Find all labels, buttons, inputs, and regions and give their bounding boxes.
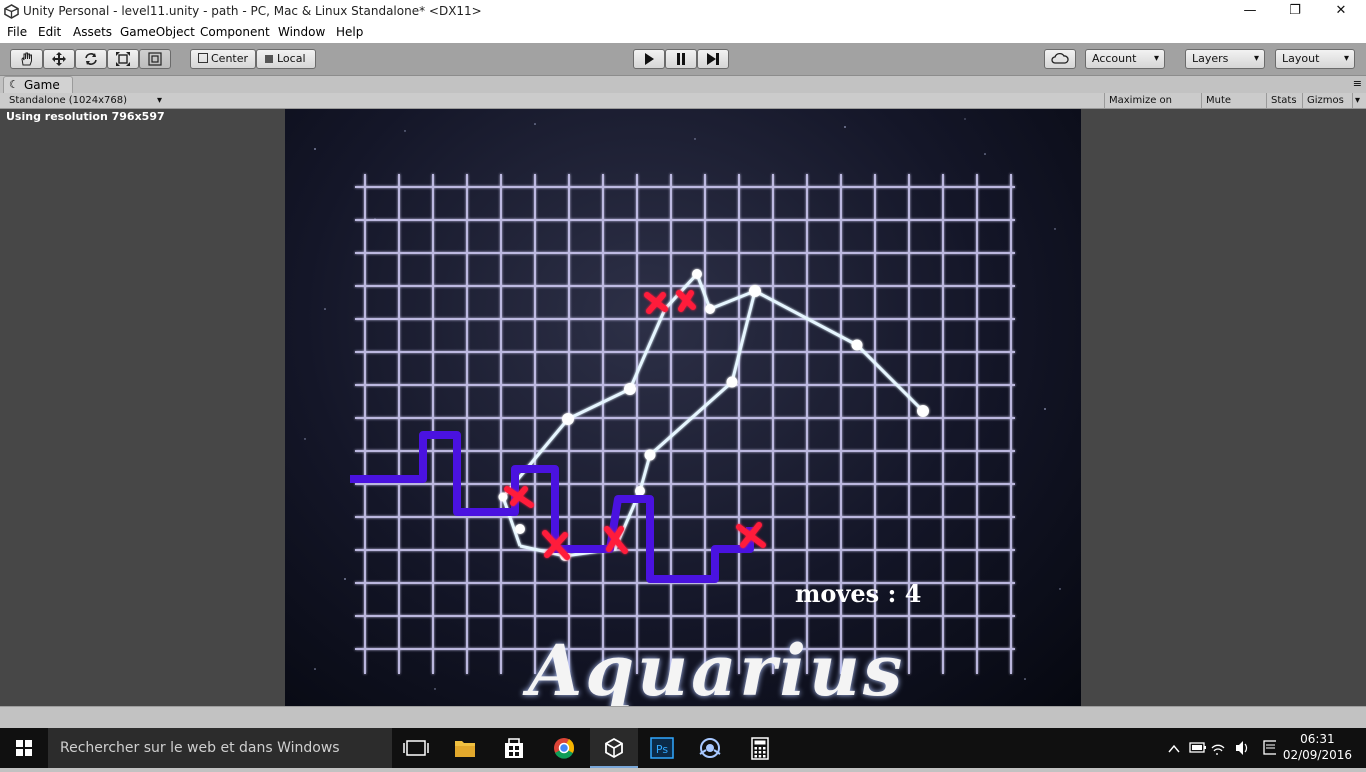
battery-icon — [1189, 742, 1206, 753]
pivot-icon — [198, 53, 208, 63]
player-path — [350, 431, 754, 583]
status-bar — [0, 706, 1366, 729]
space-label: Local — [277, 52, 306, 65]
wifi-icon — [1211, 744, 1225, 755]
move-icon — [52, 52, 66, 66]
start-button[interactable] — [0, 728, 48, 768]
unity-logo-icon — [4, 4, 19, 19]
title-bar: Unity Personal - level11.unity - path - … — [0, 0, 1366, 23]
starfield — [304, 118, 1061, 695]
pause-icon — [677, 53, 685, 65]
window-title: Unity Personal - level11.unity - path - … — [23, 4, 482, 18]
toolbar: Center Local Account Layers Layout — [0, 43, 1366, 76]
menu-file[interactable]: File — [7, 25, 28, 39]
cloud-icon — [1051, 52, 1069, 64]
chrome-icon[interactable] — [540, 728, 588, 768]
menu-gameobject[interactable]: GameObject — [120, 25, 195, 39]
windows-logo-icon — [16, 740, 32, 756]
menu-edit[interactable]: Edit — [38, 25, 62, 39]
stats-toggle[interactable]: Stats — [1266, 93, 1301, 108]
tab-menu-icon[interactable]: ≡ — [1352, 77, 1362, 90]
scale-icon — [116, 52, 130, 66]
clock-time: 06:31 — [1300, 732, 1335, 746]
move-tool-button[interactable] — [43, 49, 75, 69]
pivot-label: Center — [211, 52, 249, 65]
game-tab-label: Game — [24, 78, 60, 92]
windows-taskbar: Rechercher sur le web et dans Windows Ps… — [0, 728, 1366, 768]
svg-text:Ps: Ps — [656, 743, 668, 756]
layout-label: Layout — [1282, 52, 1320, 65]
play-icon — [645, 53, 654, 65]
restore-button[interactable]: ❐ — [1289, 3, 1301, 18]
rect-tool-icon — [148, 52, 162, 66]
menu-bar: File Edit Assets GameObject Component Wi… — [0, 23, 1366, 43]
level-title: Aquarius — [528, 629, 906, 706]
close-button[interactable]: ✕ — [1335, 3, 1347, 18]
rotate-tool-button[interactable] — [75, 49, 107, 69]
hand-tool-button[interactable] — [10, 49, 43, 69]
clock[interactable]: 06:31 02/09/2016 — [1283, 731, 1352, 763]
scale-tool-button[interactable] — [107, 49, 139, 69]
game-screen[interactable]: moves : 4 Aquarius — [285, 109, 1081, 706]
menu-assets[interactable]: Assets — [73, 25, 113, 39]
aspect-label: Standalone (1024x768) — [9, 95, 128, 106]
system-tray — [1166, 728, 1278, 768]
search-placeholder: Rechercher sur le web et dans Windows — [60, 740, 340, 756]
layout-dropdown[interactable]: Layout — [1275, 49, 1355, 69]
cloud-button[interactable] — [1044, 49, 1076, 69]
gizmos-toggle[interactable]: Gizmos — [1302, 93, 1352, 108]
maximize-on-play-toggle[interactable]: Maximize on Play — [1104, 93, 1200, 121]
aspect-dropdown[interactable]: Standalone (1024x768) ▾ — [5, 93, 165, 108]
pivot-center-button[interactable]: Center — [190, 49, 256, 69]
step-button[interactable] — [697, 49, 729, 69]
chevron-up-icon — [1168, 744, 1180, 753]
file-explorer-icon[interactable] — [441, 728, 489, 768]
pause-button[interactable] — [665, 49, 697, 69]
target-markers — [504, 290, 766, 560]
search-box[interactable]: Rechercher sur le web et dans Windows — [48, 728, 392, 768]
game-tab-icon: ☾ — [9, 78, 19, 91]
task-view-icon[interactable] — [392, 728, 440, 768]
notifications-icon — [1263, 740, 1278, 755]
play-button[interactable] — [633, 49, 665, 69]
account-dropdown[interactable]: Account — [1085, 49, 1165, 69]
game-tab-bar: ☾ Game ≡ — [0, 76, 1366, 93]
rect-tool-button[interactable] — [139, 49, 171, 69]
mute-audio-toggle[interactable]: Mute audio — [1201, 93, 1265, 121]
account-label: Account — [1092, 52, 1137, 65]
space-local-button[interactable]: Local — [256, 49, 316, 69]
menu-help[interactable]: Help — [336, 25, 364, 39]
menu-window[interactable]: Window — [278, 25, 326, 39]
game-view: Using resolution 796x597 — [0, 109, 1366, 706]
menu-component[interactable]: Component — [200, 25, 270, 39]
layers-label: Layers — [1192, 52, 1229, 65]
photoshop-icon[interactable]: Ps — [638, 728, 686, 768]
unity-icon[interactable] — [590, 728, 638, 768]
game-view-toolbar: Standalone (1024x768) ▾ Maximize on Play… — [0, 93, 1366, 121]
tab-game[interactable]: ☾ Game — [3, 76, 73, 93]
local-cube-icon — [265, 55, 273, 63]
network-app-icon[interactable] — [686, 728, 734, 768]
store-icon[interactable] — [490, 728, 538, 768]
resolution-label: Using resolution 796x597 — [6, 110, 165, 123]
clock-date: 02/09/2016 — [1282, 748, 1352, 762]
volume-icon — [1236, 741, 1248, 755]
calculator-icon[interactable] — [736, 728, 784, 768]
constellation-stars — [498, 269, 929, 561]
hand-icon — [20, 52, 32, 66]
moves-counter: moves : 4 — [795, 579, 922, 608]
minimize-button[interactable]: — — [1243, 3, 1257, 18]
layers-dropdown[interactable]: Layers — [1185, 49, 1265, 69]
rotate-icon — [85, 53, 97, 65]
gizmos-dropdown-icon[interactable]: ▾ — [1352, 93, 1364, 108]
step-icon — [707, 53, 719, 65]
game-scene — [304, 118, 1061, 695]
chevron-down-icon: ▾ — [156, 95, 162, 106]
